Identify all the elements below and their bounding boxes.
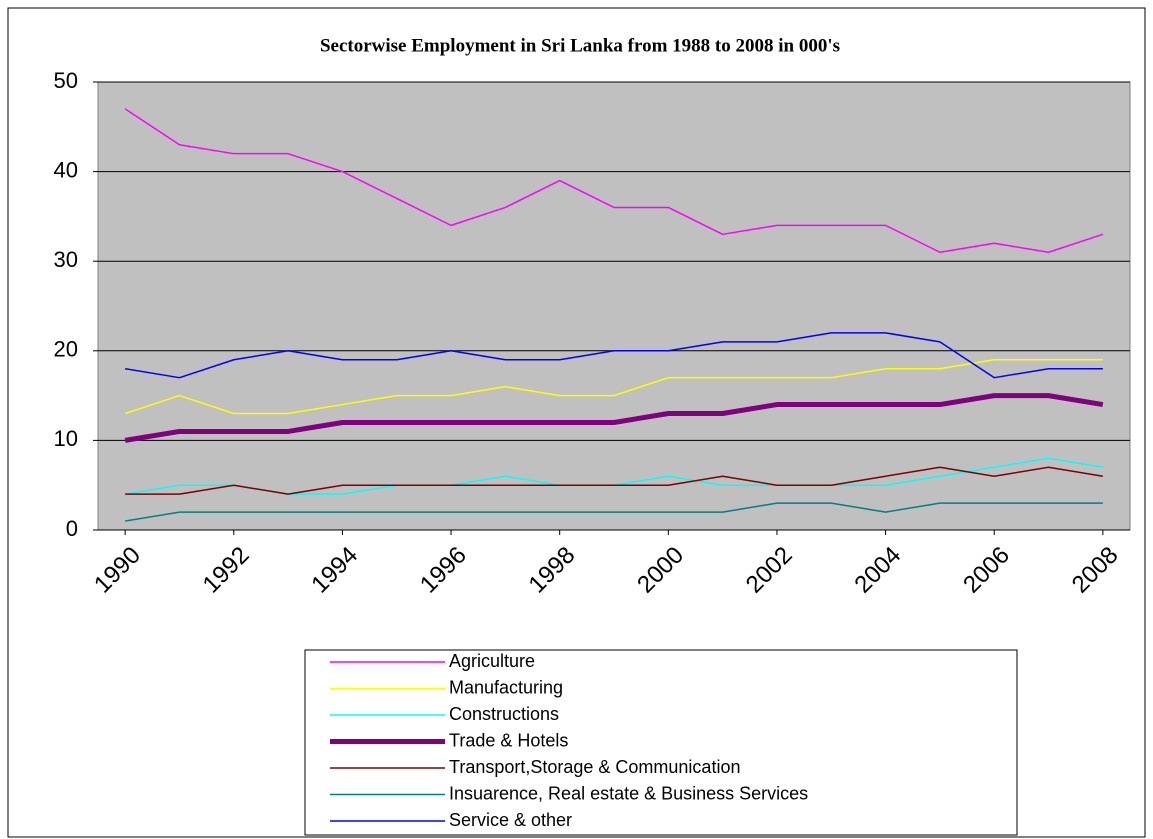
legend-label: Insuarence, Real estate & Business Servi… (449, 783, 808, 803)
chart-title: Sectorwise Employment in Sri Lanka from … (320, 35, 840, 56)
series-line (124, 359, 1103, 415)
series-line (125, 332, 1103, 379)
y-tick-label: 10 (54, 426, 78, 451)
y-tick-label: 50 (54, 68, 78, 93)
y-tick-label: 20 (54, 337, 78, 362)
legend-label: Constructions (449, 704, 559, 724)
legend-label: Service & other (449, 810, 572, 830)
legend-label: Manufacturing (449, 677, 563, 697)
series-line (125, 466, 1103, 495)
y-tick-label: 40 (54, 157, 78, 182)
legend-label: Transport,Storage & Communication (449, 757, 740, 777)
series-line (124, 108, 1104, 253)
series-line (124, 393, 1104, 443)
legend-label: Trade & Hotels (449, 730, 568, 750)
legend-label: Agriculture (449, 651, 535, 671)
y-tick-label: 30 (54, 247, 78, 272)
y-tick-label: 0 (66, 516, 78, 541)
series-line (125, 502, 1103, 522)
plot-area (97, 81, 1131, 531)
